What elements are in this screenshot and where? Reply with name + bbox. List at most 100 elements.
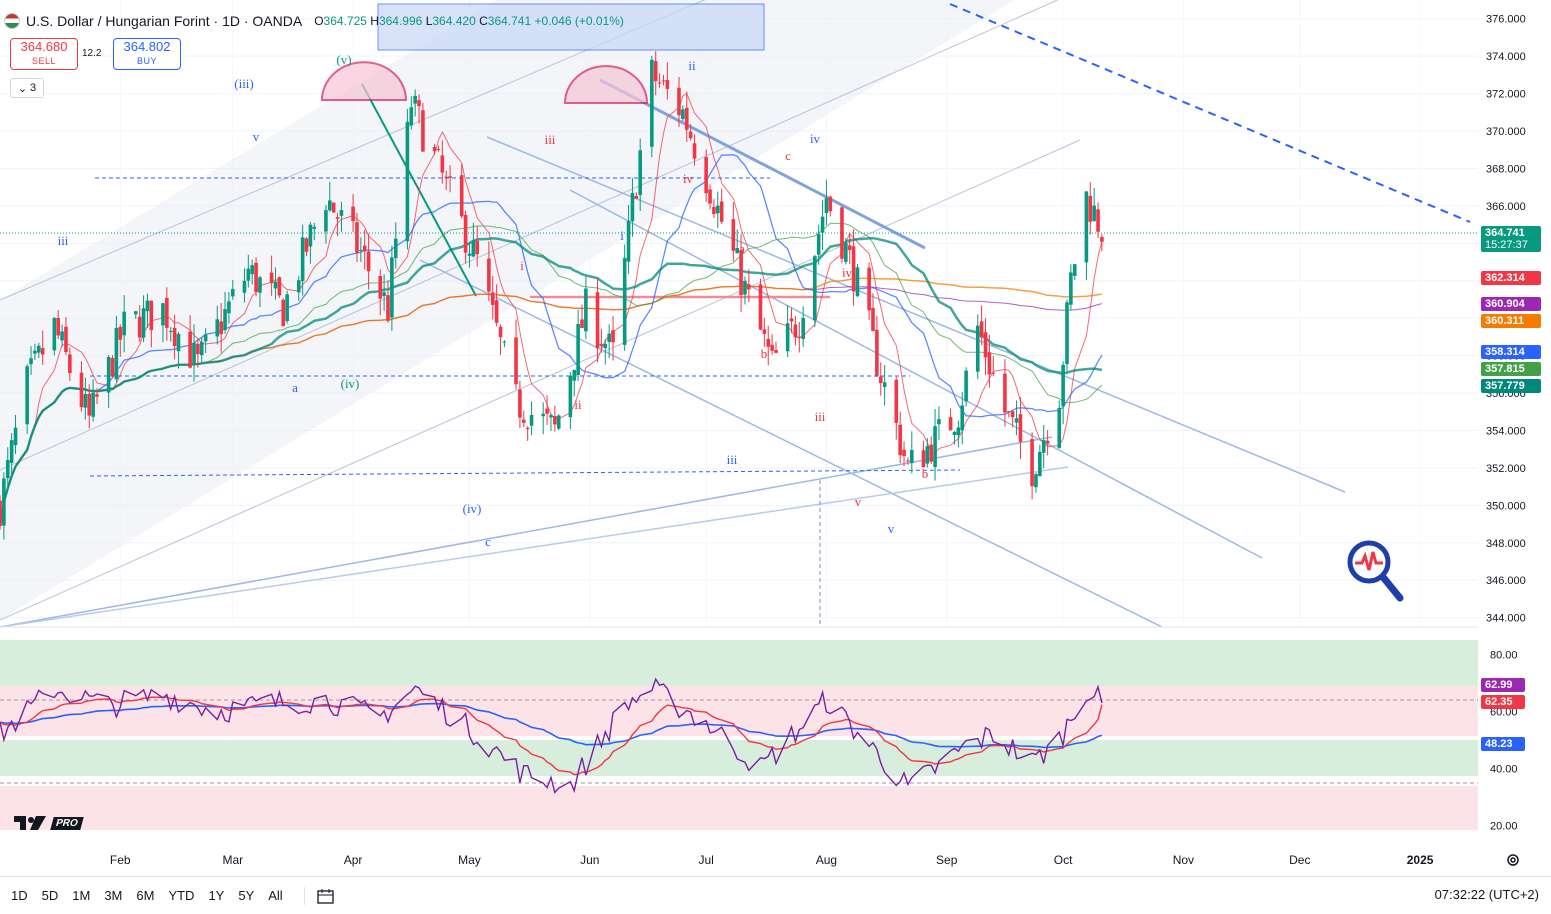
candle-body — [712, 206, 716, 215]
candle — [1010, 410, 1015, 428]
gear-icon[interactable] — [1505, 852, 1521, 868]
candle — [956, 420, 961, 448]
candle — [386, 280, 390, 323]
candle-body — [176, 333, 181, 352]
rsi-zone — [0, 640, 1478, 686]
candle-body — [580, 319, 584, 329]
candle — [518, 380, 522, 429]
low-value: 364.420 — [432, 14, 476, 28]
candle-body — [1069, 272, 1073, 305]
candle — [168, 327, 173, 342]
candle — [898, 411, 902, 464]
candle — [432, 143, 437, 156]
calendar-icon[interactable] — [303, 886, 337, 905]
timeframe-3m[interactable]: 3M — [104, 888, 123, 903]
timeframe-1y[interactable]: 1Y — [208, 888, 225, 903]
candle-body — [1065, 302, 1069, 365]
candle — [576, 309, 580, 381]
timeframe-1d[interactable]: 1D — [11, 888, 28, 903]
time-tick-label: Feb — [110, 853, 131, 867]
timeframe-ytd[interactable]: YTD — [168, 888, 195, 903]
candle — [242, 268, 247, 303]
price-badge-value: 360.904 — [1485, 298, 1525, 310]
rsi-axis[interactable]: 20.00 40.00 60.00 80.00 — [1490, 649, 1518, 832]
tradingview-logo[interactable]: PRO — [14, 816, 84, 830]
time-tick-label: Apr — [344, 853, 363, 867]
candle-body — [739, 250, 743, 296]
candle-body — [556, 415, 561, 429]
candle — [137, 305, 142, 342]
chart-canvas[interactable]: (iii)(v)(iv)(iv)iiiviiiviiiiiiiiiivvabci… — [0, 0, 1551, 876]
candle — [584, 276, 588, 340]
candle — [867, 262, 871, 321]
candle-body — [1003, 373, 1007, 413]
price-pane[interactable]: (iii)(v)(iv)(iv)iiiviiiviiiiiiiiiivvabci… — [0, 0, 1478, 840]
candle — [704, 149, 708, 202]
rsi-tick-label: 20.00 — [1490, 821, 1518, 833]
candle-body — [300, 237, 305, 282]
candle — [254, 257, 258, 297]
candle-body — [653, 61, 658, 82]
candle-body — [413, 95, 417, 104]
candle — [64, 317, 68, 356]
candle-body — [0, 500, 2, 526]
candle — [1014, 400, 1019, 436]
candle-body — [254, 262, 258, 292]
timeframe-1m[interactable]: 1M — [72, 888, 91, 903]
candle-body — [603, 343, 608, 349]
high-label: H — [370, 14, 379, 28]
candle-body — [487, 258, 491, 292]
candle-body — [638, 150, 642, 196]
sell-button[interactable]: 364.680 SELL — [10, 38, 78, 70]
candle — [405, 109, 410, 250]
time-axis[interactable]: Feb Mar Apr May Jun Jul Aug Sep Oct Nov Dec 2025 — [110, 853, 1434, 867]
candle — [522, 410, 526, 428]
price-badge-value: 364.741 — [1485, 227, 1525, 239]
candle-body — [223, 309, 227, 331]
candle — [502, 340, 507, 348]
flag-icon — [4, 13, 20, 29]
candle — [1041, 425, 1046, 469]
candle-body — [902, 449, 906, 457]
price-tick-label: 348.000 — [1486, 538, 1526, 550]
candle-body — [134, 311, 138, 315]
candle-body — [894, 379, 899, 423]
magnifier-icon[interactable] — [1345, 538, 1405, 609]
timeframe-6m[interactable]: 6M — [136, 888, 155, 903]
wave-label: iii — [727, 452, 738, 467]
candle — [444, 170, 448, 191]
chevron-down-icon: ⌄ — [17, 82, 28, 95]
candle-body — [964, 370, 968, 402]
candle — [149, 300, 154, 348]
indicators-toggle[interactable]: ⌄ 3 — [10, 78, 44, 98]
candle-body — [494, 300, 499, 323]
candle — [300, 224, 305, 296]
candle — [1088, 182, 1093, 235]
rsi-pane[interactable] — [0, 640, 1478, 830]
candle-body — [106, 356, 111, 393]
wave-label: ii — [574, 397, 582, 412]
candle-body — [1014, 418, 1019, 423]
candle — [735, 229, 739, 254]
wave-label: iv — [842, 265, 853, 280]
rsi-tick-label: 40.00 — [1490, 764, 1518, 776]
candle-body — [215, 319, 220, 337]
candle — [556, 414, 561, 431]
candle-body — [688, 131, 693, 139]
candle — [855, 264, 860, 297]
candle — [2, 472, 6, 540]
symbol-title[interactable]: U.S. Dollar / Hungarian Forint · 1D · OA… — [26, 13, 303, 29]
buy-button[interactable]: 364.802 BUY — [113, 38, 181, 70]
candle — [219, 302, 223, 353]
candle-body — [793, 324, 798, 338]
candle-body — [514, 337, 518, 385]
timeframe-all[interactable]: All — [268, 888, 283, 903]
candle-body — [692, 143, 697, 159]
clock[interactable]: 07:32:22 (UTC+2) — [1434, 887, 1539, 902]
candle-body — [149, 300, 154, 331]
candle-body — [328, 200, 332, 211]
candle — [758, 278, 763, 331]
timeframe-5y[interactable]: 5Y — [238, 888, 255, 903]
timeframe-5d[interactable]: 5D — [41, 888, 59, 903]
candle — [1003, 359, 1007, 427]
